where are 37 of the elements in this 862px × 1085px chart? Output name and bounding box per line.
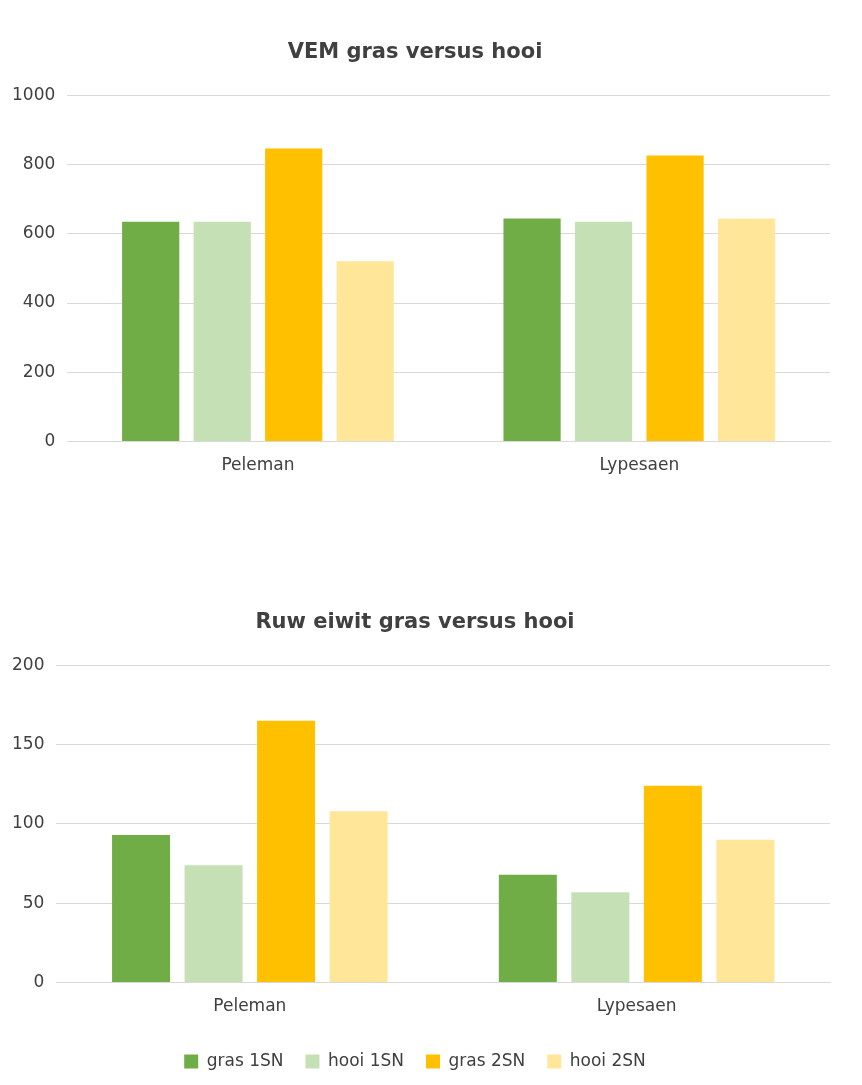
chart-title: Ruw eiwit gras versus hooi [255,609,575,634]
y-tick-label: 200 [22,360,56,381]
bar [265,148,323,442]
y-tick-label: 0 [33,971,45,992]
y-tick-label: 600 [22,222,56,243]
bar [503,218,561,442]
bar [571,892,630,983]
y-tick-label: 1000 [12,83,56,104]
y-tick-label: 0 [44,430,56,451]
bar [184,865,243,983]
legend-label: gras 1SN [206,1049,284,1070]
y-tick-label: 400 [22,291,56,312]
bar [257,720,316,983]
x-tick-label: Lypesaen [596,995,677,1016]
bar [646,155,704,442]
y-tick-label: 800 [22,152,56,173]
bar [716,839,775,983]
bar [336,261,394,442]
y-tick-label: 50 [22,891,45,912]
legend-label: hooi 1SN [327,1049,404,1070]
y-tick-label: 200 [11,653,45,674]
legend-label: gras 2SN [448,1049,526,1070]
x-tick-label: Peleman [213,995,287,1016]
bar [112,835,171,983]
y-tick-label: 100 [11,812,45,833]
y-tick-label: 150 [11,732,45,753]
bar [717,218,776,442]
bar [498,874,557,983]
bar [574,221,633,442]
bar [643,785,702,983]
bar [122,221,180,442]
legend-label: hooi 2SN [569,1049,646,1070]
bar [329,811,388,983]
x-tick-label: Peleman [221,454,295,475]
x-tick-label: Lypesaen [599,454,680,475]
chart-title: VEM gras versus hooi [287,39,543,64]
bar [193,221,251,442]
